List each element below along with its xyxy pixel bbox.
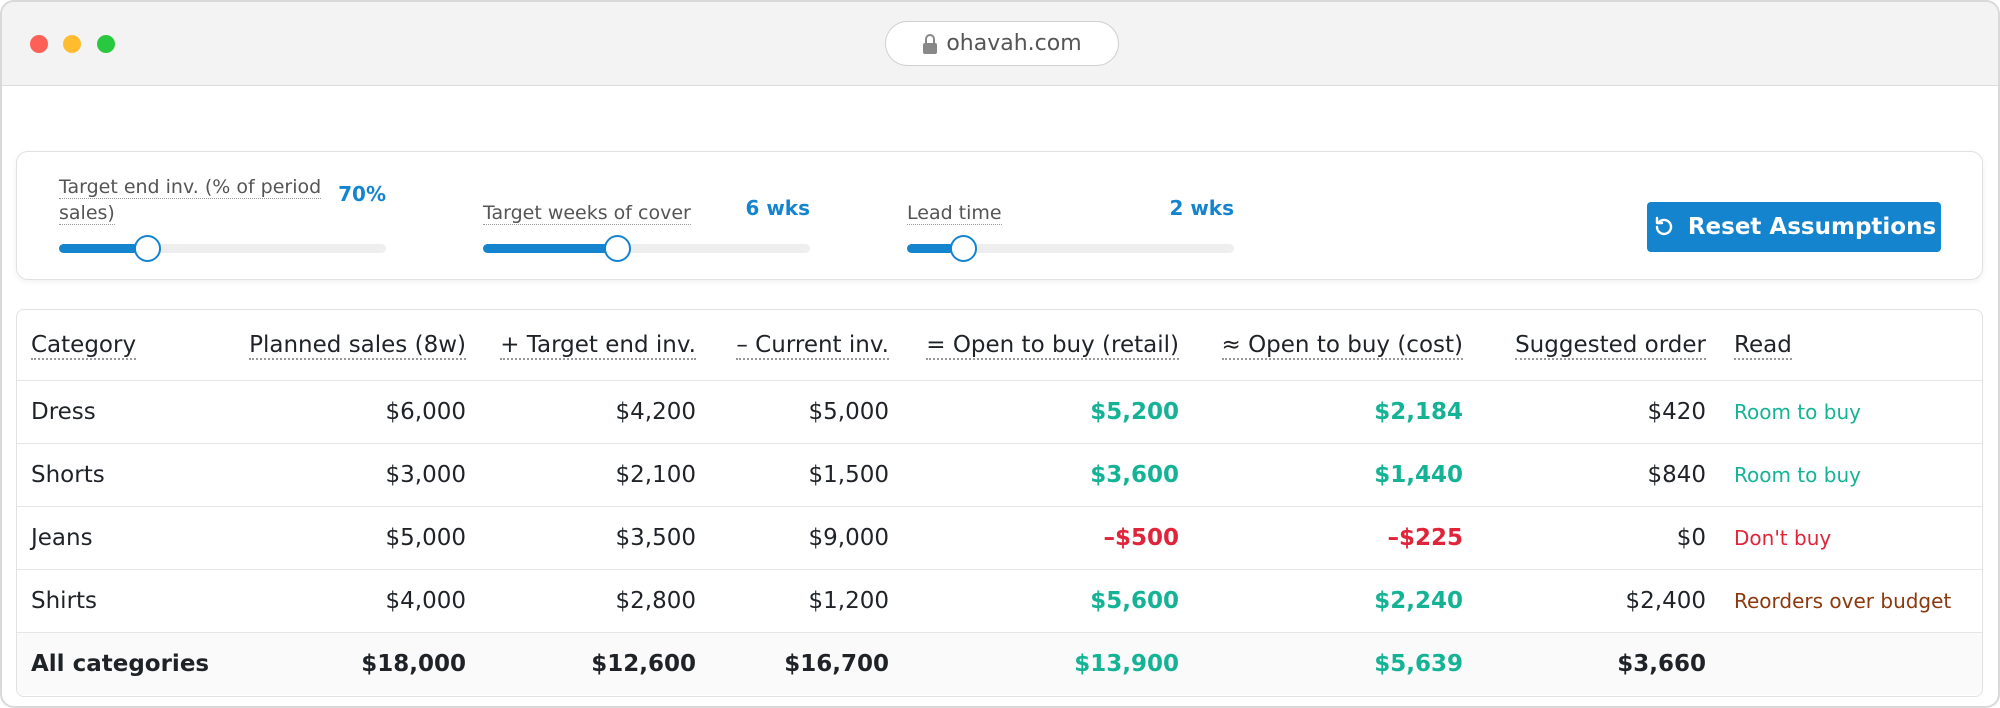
slider-label: Target weeks of cover [483, 202, 691, 225]
url-text: ohavah.com [946, 31, 1082, 56]
read-cell: Don't buy [1721, 505, 1982, 569]
value-cell: $5,600 [904, 568, 1194, 632]
read-cell: Room to buy [1721, 379, 1982, 443]
column-header: Category [17, 310, 243, 380]
column-header: Planned sales (8w) [243, 310, 481, 380]
slider-value: 2 wks [1169, 196, 1234, 220]
slider[interactable]: Lead time 2 wks [907, 180, 1234, 262]
value-cell: $1,200 [711, 568, 904, 632]
value-cell: $4,200 [481, 379, 711, 443]
value-cell: $18,000 [243, 631, 481, 695]
column-header: – Current inv. [711, 310, 904, 380]
title-bar: ohavah.com [2, 2, 1998, 86]
header-text: – Current inv. [736, 331, 889, 360]
table-row: All categories $18,000 $12,600 $16,700 $13,9… [17, 631, 1982, 695]
value-cell: $4,000 [243, 568, 481, 632]
value-cell: $16,700 [711, 631, 904, 695]
reset-icon [1655, 216, 1672, 236]
value-cell: $420 [1478, 379, 1721, 443]
table-row: Dress $6,000 $4,200 $5,000 $5,200 $2,184 $420 R… [17, 379, 1982, 443]
header-text: Read [1734, 331, 1792, 360]
maximize-button[interactable] [97, 35, 115, 53]
value-cell: –$225 [1194, 505, 1478, 569]
value-cell: $2,240 [1194, 568, 1478, 632]
table-row: Shorts $3,000 $2,100 $1,500 $3,600 $1,440 $840… [17, 442, 1982, 506]
value-cell: $840 [1478, 442, 1721, 506]
header-row: Category Planned sales (8w) + Target end i… [17, 310, 1982, 380]
category-cell: Shirts [17, 568, 243, 632]
header-text: ≈ Open to buy (cost) [1221, 331, 1463, 360]
slider-knob[interactable] [134, 235, 162, 262]
category-cell: Jeans [17, 505, 243, 569]
value-cell: $3,500 [481, 505, 711, 569]
category-cell: All categories [17, 631, 243, 695]
value-cell: $3,660 [1478, 631, 1721, 695]
read-cell: Reorders over budget [1721, 568, 1982, 632]
slider-knob[interactable] [604, 235, 632, 262]
value-cell: –$500 [904, 505, 1194, 569]
empty-cell [1721, 631, 1982, 695]
slider[interactable]: Target end inv. (% of period sales) 70% [59, 176, 386, 262]
column-header: + Target end inv. [481, 310, 711, 380]
header-text: + Target end inv. [500, 331, 696, 360]
value-cell: $2,400 [1478, 568, 1721, 632]
category-cell: Dress [17, 379, 243, 443]
value-cell: $0 [1478, 505, 1721, 569]
table: Category Planned sales (8w) + Target end i… [17, 310, 1982, 695]
slider-value: 6 wks [745, 196, 810, 220]
category-cell: Shorts [17, 442, 243, 506]
minimize-button[interactable] [63, 35, 81, 53]
value-cell: $9,000 [711, 505, 904, 569]
value-cell: $1,500 [711, 442, 904, 506]
slider-knob[interactable] [949, 235, 977, 262]
slider-label: Target end inv. (% of period sales) [59, 176, 322, 225]
column-header: Suggested order [1478, 310, 1721, 380]
value-cell: $6,000 [243, 379, 481, 443]
read-cell: Room to buy [1721, 442, 1982, 506]
reset-button[interactable]: Reset Assumptions [1647, 202, 1941, 252]
value-cell: $2,184 [1194, 379, 1478, 443]
value-cell: $13,900 [904, 631, 1194, 695]
value-cell: $1,440 [1194, 442, 1478, 506]
otb-table: Category Planned sales (8w) + Target end i… [16, 309, 1983, 697]
slider-value: 70% [338, 182, 386, 206]
value-cell: $12,600 [481, 631, 711, 695]
header-text: Suggested order [1515, 331, 1706, 360]
slider[interactable]: Target weeks of cover 6 wks [483, 180, 810, 262]
value-cell: $2,100 [481, 442, 711, 506]
table-row: Shirts $4,000 $2,800 $1,200 $5,600 $2,240 $2,4… [17, 568, 1982, 632]
close-button[interactable] [30, 35, 48, 53]
column-header: Read [1721, 310, 1982, 380]
slider-label: Lead time [907, 202, 1002, 225]
value-cell: $5,000 [243, 505, 481, 569]
value-cell: $2,800 [481, 568, 711, 632]
assumptions-panel: Target end inv. (% of period sales) 70% … [16, 151, 1983, 280]
value-cell: $5,200 [904, 379, 1194, 443]
value-cell: $3,000 [243, 442, 481, 506]
column-header: = Open to buy (retail) [904, 310, 1194, 380]
header-text: Planned sales (8w) [249, 331, 466, 360]
column-header: ≈ Open to buy (cost) [1194, 310, 1478, 380]
value-cell: $3,600 [904, 442, 1194, 506]
header-text: Category [31, 331, 137, 360]
header-text: = Open to buy (retail) [926, 331, 1179, 360]
button-label: Reset Assumptions [1687, 214, 1937, 240]
address-bar[interactable]: ohavah.com [885, 21, 1119, 66]
value-cell: $5,000 [711, 379, 904, 443]
lock-icon [923, 33, 938, 54]
table-row: Jeans $5,000 $3,500 $9,000 –$500 –$225 $0 Don't… [17, 505, 1982, 569]
value-cell: $5,639 [1194, 631, 1478, 695]
